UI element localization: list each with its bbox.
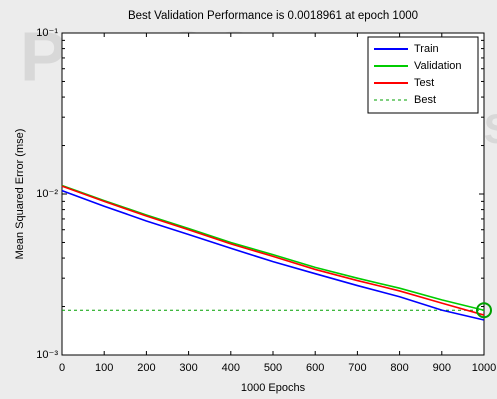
legend-label: Test xyxy=(414,77,434,89)
x-tick-label: 0 xyxy=(59,362,65,374)
y-tick-label: 10⁻¹ xyxy=(36,27,58,39)
series-line xyxy=(61,185,485,316)
x-tick-label: 100 xyxy=(95,362,113,374)
legend-label: Train xyxy=(414,43,439,55)
y-tick-label: 10⁻² xyxy=(36,188,58,200)
x-tick-label: 600 xyxy=(306,362,324,374)
x-tick-label: 800 xyxy=(390,362,408,374)
x-tick-label: 700 xyxy=(348,362,366,374)
chart-title: Best Validation Performance is 0.0018961… xyxy=(128,10,418,22)
x-tick-label: 400 xyxy=(222,362,240,374)
x-axis-label: 1000 Epochs xyxy=(241,382,306,394)
series-line xyxy=(61,184,485,312)
x-tick-label: 200 xyxy=(137,362,155,374)
x-tick-label: 500 xyxy=(264,362,282,374)
x-tick-label: 300 xyxy=(179,362,197,374)
x-tick-label: 1000 xyxy=(472,362,496,374)
x-tick-label: 900 xyxy=(433,362,451,374)
legend-label: Validation xyxy=(414,60,462,72)
legend-label: Best xyxy=(414,94,436,106)
best-marker xyxy=(476,302,492,319)
y-tick-label: 10⁻³ xyxy=(36,349,58,361)
y-axis-label: Mean Squared Error (mse) xyxy=(14,129,26,260)
series-line xyxy=(61,189,485,321)
